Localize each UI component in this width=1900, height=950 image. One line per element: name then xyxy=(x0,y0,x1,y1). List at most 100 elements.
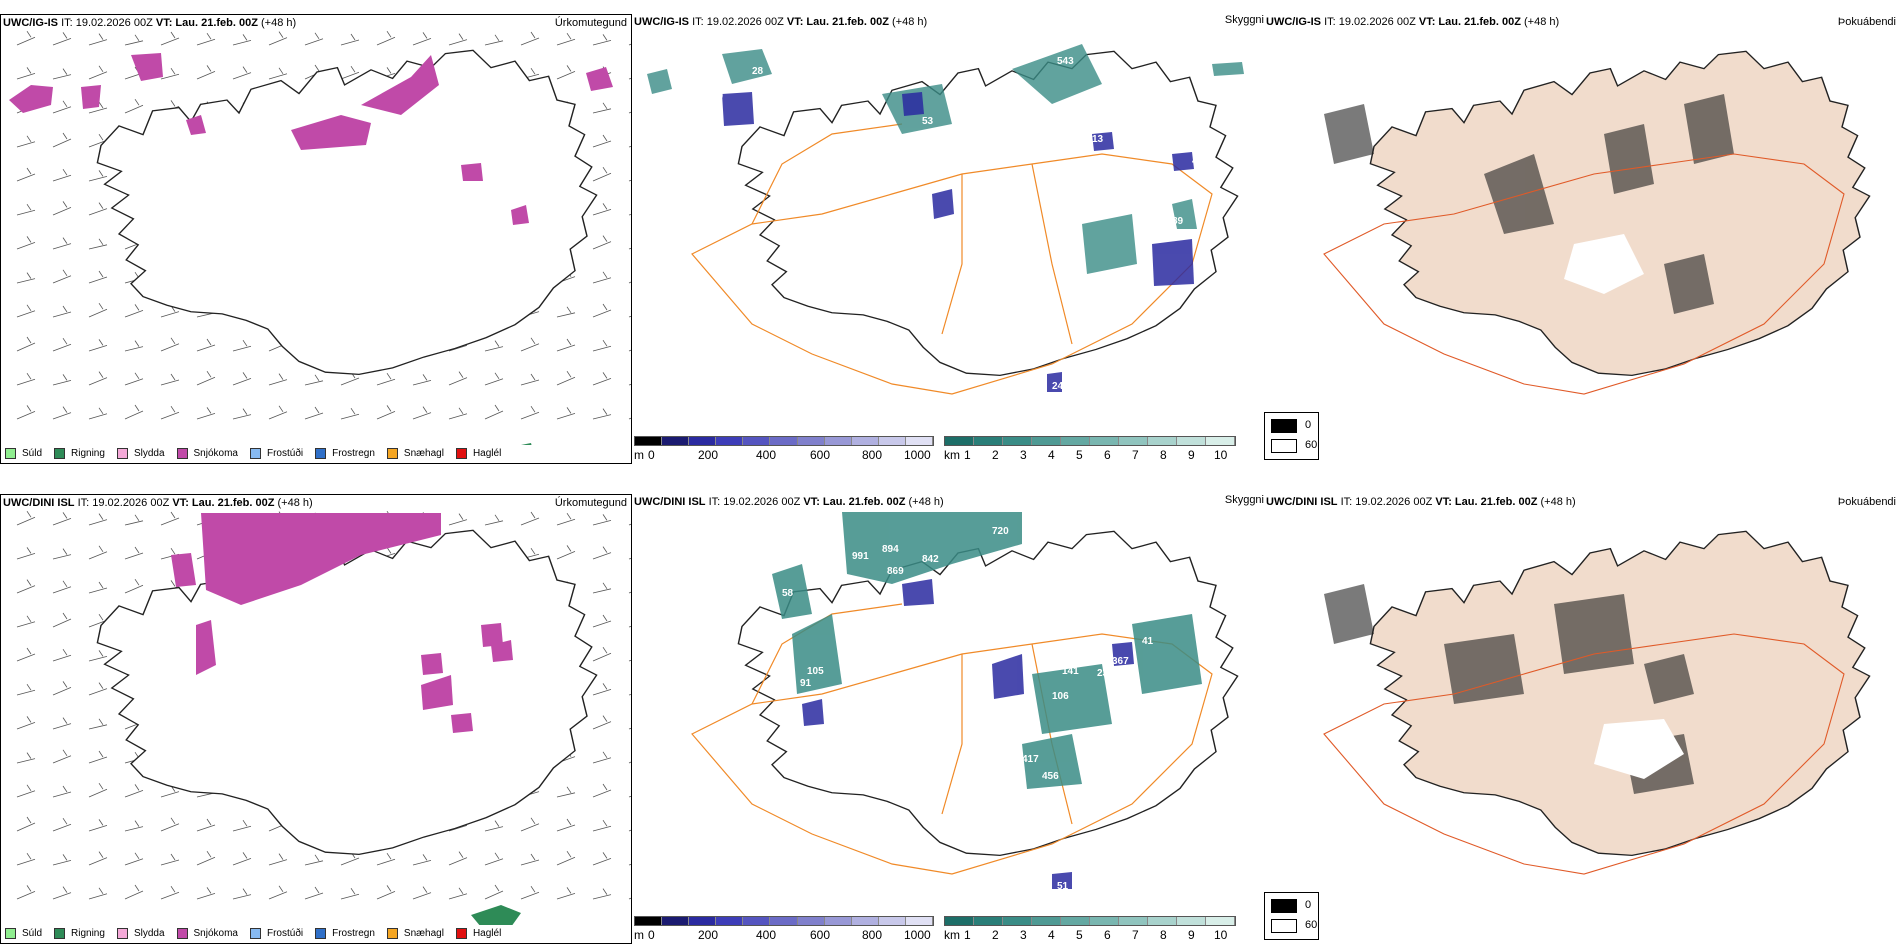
wind-barb xyxy=(232,408,252,420)
wind-barb xyxy=(196,887,216,900)
wind-barb xyxy=(52,580,72,594)
wind-barb xyxy=(16,683,36,696)
visibility-panel-2: UWC/DINI ISL IT: 19.02.2026 00Z VT: Lau.… xyxy=(632,494,1264,944)
wind-barb xyxy=(412,32,432,46)
wind-barb xyxy=(196,370,216,386)
legend-swatch xyxy=(386,447,398,459)
wind-barb xyxy=(124,404,144,420)
value-label: 238 xyxy=(1097,668,1114,679)
wind-barb xyxy=(88,513,108,526)
wind-barb xyxy=(484,340,504,352)
ceiling-tick: 200 xyxy=(698,928,719,942)
wind-barb xyxy=(376,405,396,420)
legend-swatch xyxy=(5,447,16,459)
lead-time: (+48 h) xyxy=(261,17,297,29)
wind-barb xyxy=(52,717,72,730)
wind-barb xyxy=(376,852,396,866)
wind-barb xyxy=(268,373,288,386)
legend-swatch xyxy=(116,927,128,939)
wind-barb xyxy=(124,578,144,594)
visibility-color-bar xyxy=(944,436,1236,446)
wind-barb xyxy=(304,406,324,420)
wind-barb xyxy=(304,32,324,46)
ceiling-areas xyxy=(802,579,1134,889)
value-label: 842 xyxy=(922,554,939,565)
wind-barb xyxy=(52,785,72,798)
legend-label: Slydda xyxy=(133,447,165,459)
wind-barb xyxy=(160,31,180,46)
panel-title: Úrkomutegund xyxy=(554,17,627,29)
vis-tick: 6 xyxy=(1104,448,1111,462)
legend-label: Snjókoma xyxy=(193,927,238,939)
visibility-unit: km xyxy=(944,928,960,942)
wind-barb xyxy=(556,818,576,832)
vis-tick: 9 xyxy=(1188,448,1195,462)
wind-barb xyxy=(268,67,288,80)
value-label: 24 xyxy=(1052,381,1064,392)
fog-panel-1: UWC/IG-IS IT: 19.02.2026 00Z VT: Lau. 21… xyxy=(1264,14,1900,464)
wind-barb xyxy=(484,514,504,526)
panel-header: UWC/DINI ISL IT: 19.02.2026 00Z VT: Lau.… xyxy=(3,497,627,513)
panel-header: UWC/IG-IS IT: 19.02.2026 00Z VT: Lau. 21… xyxy=(634,16,1260,32)
wind-barb xyxy=(52,68,72,80)
lead-time: (+48 h) xyxy=(1524,16,1560,28)
ceiling-scale: m 0 200 400 600 800 1000 xyxy=(634,436,934,464)
wind-barb xyxy=(484,404,504,420)
fog-map xyxy=(1323,50,1871,395)
fog-map xyxy=(1323,530,1871,875)
init-time: IT: 19.02.2026 00Z xyxy=(77,497,170,509)
legend-label: Súld xyxy=(22,927,43,939)
legend-item-haglel: Haglél xyxy=(455,447,502,459)
wind-barb xyxy=(412,854,432,866)
wind-barb xyxy=(520,817,540,832)
wind-barb xyxy=(268,31,288,46)
wind-barb xyxy=(340,33,360,46)
wind-barb xyxy=(16,336,36,352)
wind-barb xyxy=(52,168,72,182)
value-label: 141 xyxy=(1062,666,1079,677)
ceiling-scale: m 0 200 400 600 800 1000 xyxy=(634,916,934,944)
fog-key-low-swatch xyxy=(1271,439,1297,453)
wind-barb xyxy=(592,783,612,798)
valid-time: VT: Lau. 21.feb. 00Z xyxy=(155,17,258,29)
lead-time: (+48 h) xyxy=(908,496,944,508)
value-label: 25 xyxy=(1092,184,1104,195)
ceiling-tick: 0 xyxy=(648,928,655,942)
value-label: 141 xyxy=(1132,278,1149,289)
legend-swatch xyxy=(176,927,188,939)
value-label: 101 xyxy=(1082,766,1099,777)
value-labels: 991 894 869 842 720 58 12 105 91 161 41 … xyxy=(782,526,1154,892)
legend-label: Haglél xyxy=(472,447,502,459)
legend-swatch xyxy=(116,447,128,459)
wind-barb xyxy=(16,852,36,866)
wind-barb xyxy=(52,681,72,696)
legend-item-haglel: Haglél xyxy=(455,927,501,939)
legend-label: Frostregn xyxy=(332,447,375,459)
wind-barb xyxy=(16,304,36,318)
wind-barb xyxy=(88,887,108,900)
wind-barb xyxy=(268,885,288,900)
wind-barb xyxy=(232,852,252,866)
vis-tick: 2 xyxy=(992,928,999,942)
wind-barb xyxy=(52,100,72,114)
fog-key-low: 60 xyxy=(1305,919,1318,931)
panel-title: Úrkomutegund xyxy=(554,497,627,509)
wind-barb xyxy=(52,648,72,662)
wind-barb xyxy=(448,513,468,526)
wind-barb xyxy=(52,406,72,420)
wind-barb xyxy=(52,854,72,866)
ceiling-unit: m xyxy=(634,928,644,942)
wind-barb xyxy=(592,303,612,318)
wind-barb xyxy=(52,237,72,250)
legend-label: Rigning xyxy=(71,447,105,459)
wind-barb xyxy=(520,511,540,526)
init-time: IT: 19.02.2026 00Z xyxy=(61,17,153,29)
wind-barb xyxy=(232,34,252,46)
legend-swatch xyxy=(249,447,261,459)
legend-item-snaehagl: Snæhagl xyxy=(386,447,444,459)
wind-barb xyxy=(592,819,612,832)
vis-tick: 3 xyxy=(1020,448,1027,462)
value-label: 39 xyxy=(712,91,724,102)
wind-barb xyxy=(16,716,36,730)
ceiling-tick: 400 xyxy=(756,928,777,942)
